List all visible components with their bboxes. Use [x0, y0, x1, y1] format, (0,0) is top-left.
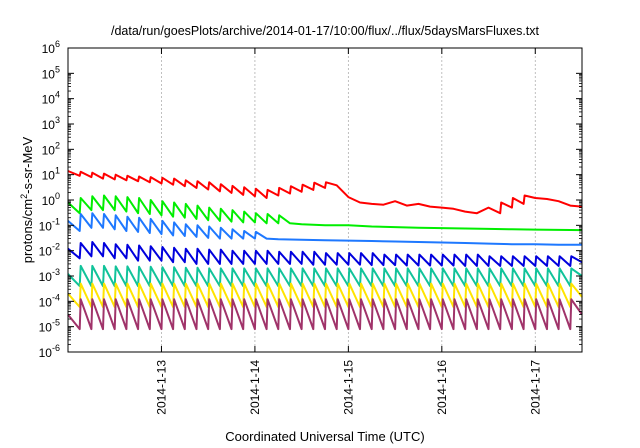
x-tick-label: 2014-1-15 [341, 360, 355, 415]
y-tick-label: 100 [42, 191, 60, 208]
x-tick-label: 2014-1-16 [435, 360, 449, 415]
y-tick-label: 10-2 [39, 242, 60, 259]
ticks [68, 47, 582, 353]
y-axis-title: protons/cm2-s-sr-MeV [19, 136, 35, 263]
y-tick-label: 105 [42, 64, 60, 81]
y-tick-label: 10-5 [39, 318, 60, 335]
y-tick-label: 101 [42, 166, 60, 183]
x-tick-label: 2014-1-17 [528, 360, 542, 415]
x-tick-label: 2014-1-14 [248, 360, 262, 415]
series-line-7 [67, 298, 583, 331]
series-line-2 [67, 194, 583, 232]
series-line-3 [67, 212, 582, 246]
series-line-5 [67, 264, 583, 288]
y-tick-label: 104 [42, 90, 60, 107]
series-line-4 [67, 241, 583, 267]
chart-title: /data/run/goesPlots/archive/2014-01-17/1… [111, 24, 540, 38]
x-tick-label: 2014-1-13 [154, 360, 168, 415]
y-axis-title-part-1: protons/cm [20, 199, 35, 263]
y-tick-label: 106 [42, 39, 60, 56]
y-tick-label: 102 [42, 140, 60, 157]
x-tick-labels: 2014-1-13 2014-1-14 2014-1-15 2014-1-16 2014… [154, 360, 542, 415]
series-line-1 [67, 170, 583, 215]
series-group [67, 170, 583, 331]
y-tick-label: 10-1 [39, 216, 60, 233]
y-tick-labels: 10-6 10-5 10-4 10-3 10-2 10-1 100 101 102 103 104 1… [39, 39, 60, 360]
y-tick-label: 10-6 [39, 343, 60, 360]
y-tick-label: 10-3 [39, 267, 60, 284]
y-axis-title-part-2: -s-sr-MeV [20, 136, 35, 193]
y-axis-title-superscript: 2 [19, 194, 29, 199]
y-tick-label: 103 [42, 115, 60, 132]
series-line-6 [67, 282, 583, 308]
x-axis-title: Coordinated Universal Time (UTC) [225, 429, 424, 444]
y-tick-label: 10-4 [39, 292, 60, 309]
